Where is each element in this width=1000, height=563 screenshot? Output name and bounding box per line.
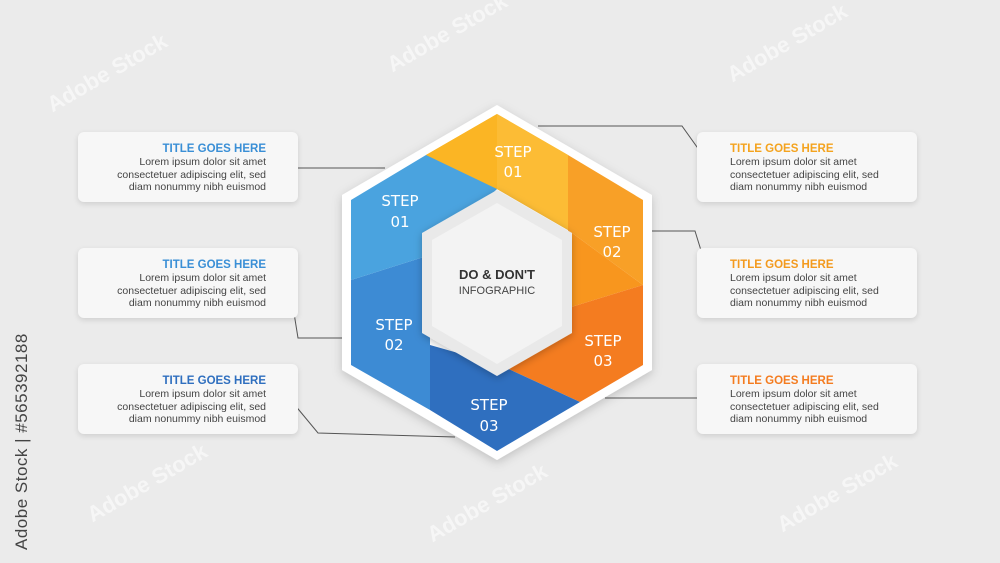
card-left-1: TITLE GOES HERE Lorem ipsum dolor sit am… xyxy=(78,132,298,202)
center-title: DO & DON'T xyxy=(459,267,535,282)
step-num-orange-01: 01 xyxy=(503,163,522,181)
card-right-1: TITLE GOES HERE Lorem ipsum dolor sit am… xyxy=(697,132,917,202)
card-line: consectetuer adipiscing elit, sed xyxy=(117,284,266,297)
card-left-2: TITLE GOES HERE Lorem ipsum dolor sit am… xyxy=(78,248,298,318)
step-label-orange-02: STEP xyxy=(593,223,630,241)
card-line: consectetuer adipiscing elit, sed xyxy=(730,400,879,413)
step-num-orange-02: 02 xyxy=(602,243,621,261)
segment-orange-02 xyxy=(568,155,643,285)
card-title: TITLE GOES HERE xyxy=(730,375,834,387)
card-line: consectetuer adipiscing elit, sed xyxy=(117,400,266,413)
card-title: TITLE GOES HERE xyxy=(730,259,834,271)
card-line: Lorem ipsum dolor sit amet xyxy=(730,272,857,284)
card-title: TITLE GOES HERE xyxy=(162,259,266,271)
step-label-orange-01: STEP xyxy=(494,143,531,161)
step-label-blue-03: STEP xyxy=(470,396,507,414)
watermark-side-text: Adobe Stock | #565392188 xyxy=(12,333,31,550)
segment-orange-02b xyxy=(568,230,643,308)
hexagon-center xyxy=(432,203,562,364)
card-title: TITLE GOES HERE xyxy=(730,143,834,155)
connector-left-3 xyxy=(288,397,456,438)
card-line: diam nonummy nibh euismod xyxy=(730,181,868,193)
card-line: Lorem ipsum dolor sit amet xyxy=(730,156,857,168)
card-line: Lorem ipsum dolor sit amet xyxy=(730,388,857,400)
segments xyxy=(351,114,643,451)
card-right-3: TITLE GOES HERE Lorem ipsum dolor sit am… xyxy=(697,364,917,434)
center-subtitle: INFOGRAPHIC xyxy=(459,285,535,297)
segment-orange-03 xyxy=(500,285,643,402)
card-line: consectetuer adipiscing elit, sed xyxy=(117,168,266,181)
step-num-blue-03: 03 xyxy=(479,417,498,435)
card-line: diam nonummy nibh euismod xyxy=(128,181,266,193)
segment-blue-01 xyxy=(351,155,497,280)
card-line: consectetuer adipiscing elit, sed xyxy=(730,168,879,181)
card-right-2: TITLE GOES HERE Lorem ipsum dolor sit am… xyxy=(697,248,917,318)
segment-blue-02 xyxy=(351,255,430,410)
step-label-blue-01: STEP xyxy=(381,192,418,210)
card-line: diam nonummy nibh euismod xyxy=(128,413,266,425)
card-line: consectetuer adipiscing elit, sed xyxy=(730,284,879,297)
card-line: Lorem ipsum dolor sit amet xyxy=(139,156,266,168)
card-line: Lorem ipsum dolor sit amet xyxy=(139,388,266,400)
step-num-blue-02: 02 xyxy=(384,336,403,354)
step-num-orange-03: 03 xyxy=(593,352,612,370)
card-title: TITLE GOES HERE xyxy=(162,375,266,387)
card-line: diam nonummy nibh euismod xyxy=(730,413,868,425)
step-label-orange-03: STEP xyxy=(584,332,621,350)
card-line: Lorem ipsum dolor sit amet xyxy=(139,272,266,284)
card-title: TITLE GOES HERE xyxy=(162,143,266,155)
step-num-blue-01: 01 xyxy=(390,213,409,231)
card-line: diam nonummy nibh euismod xyxy=(730,297,868,309)
card-left-3: TITLE GOES HERE Lorem ipsum dolor sit am… xyxy=(78,364,298,434)
segment-orange-01-right xyxy=(497,114,568,230)
segment-blue-03 xyxy=(430,345,580,451)
step-label-blue-02: STEP xyxy=(375,316,412,334)
card-line: diam nonummy nibh euismod xyxy=(128,297,266,309)
